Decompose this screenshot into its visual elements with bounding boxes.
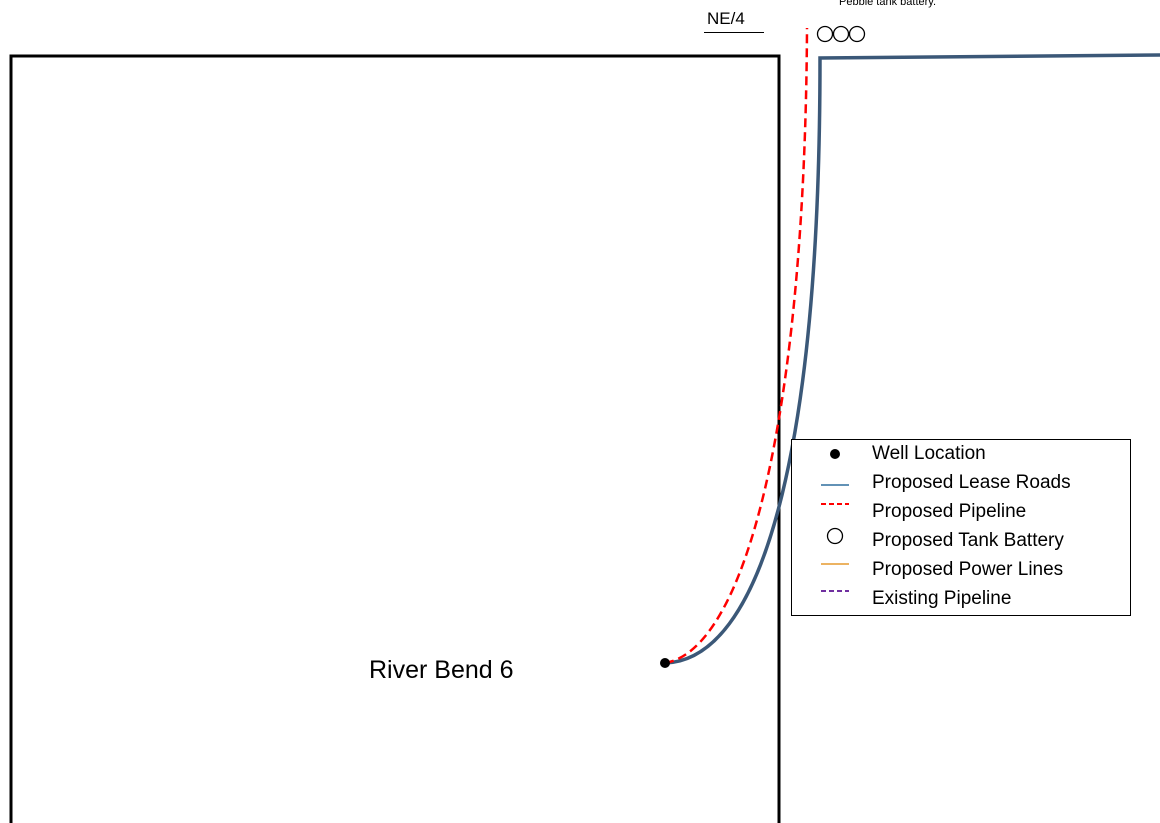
legend-item-well: Well Location — [792, 442, 1130, 466]
dashed-pipeline-icon — [821, 503, 849, 505]
well-name-label: River Bend 6 — [369, 656, 514, 684]
lease-road-path — [664, 53, 1160, 665]
tank-circle-icon — [848, 25, 866, 43]
legend-label: Proposed Tank Battery — [872, 530, 1064, 551]
legend-item-pipeline: Proposed Pipeline — [792, 500, 1130, 524]
legend-item-lease-roads: Proposed Lease Roads — [792, 471, 1130, 495]
section-boundary — [9, 54, 781, 823]
legend-item-existing-pipeline: Existing Pipeline — [792, 587, 1130, 611]
pipeline-path — [664, 27, 809, 665]
well-location-dot — [660, 658, 670, 668]
tank-circle-icon — [832, 25, 850, 43]
legend-item-power-lines: Proposed Power Lines — [792, 558, 1130, 582]
quarter-section-label: NE/4 — [707, 9, 745, 28]
legend-label: Proposed Lease Roads — [872, 472, 1071, 493]
quarter-label-underline — [704, 32, 764, 33]
power-line-icon — [821, 563, 849, 565]
legend-label: Well Location — [872, 443, 986, 464]
legend-label: Existing Pipeline — [872, 588, 1012, 609]
map-legend: Well Location Proposed Lease Roads Propo… — [791, 439, 1131, 616]
legend-label: Proposed Pipeline — [872, 501, 1027, 522]
tank-circle-icon — [816, 25, 834, 43]
tank-circle-icon — [826, 527, 844, 545]
legend-label: Proposed Power Lines — [872, 559, 1064, 580]
filled-dot-icon — [830, 449, 840, 459]
dashed-existing-pipeline-icon — [821, 590, 849, 592]
tank-battery-note: Pebble tank battery. — [839, 0, 937, 8]
road-line-icon — [821, 484, 849, 486]
legend-item-tank-battery: Proposed Tank Battery — [792, 527, 1130, 553]
tank-battery — [816, 25, 866, 43]
